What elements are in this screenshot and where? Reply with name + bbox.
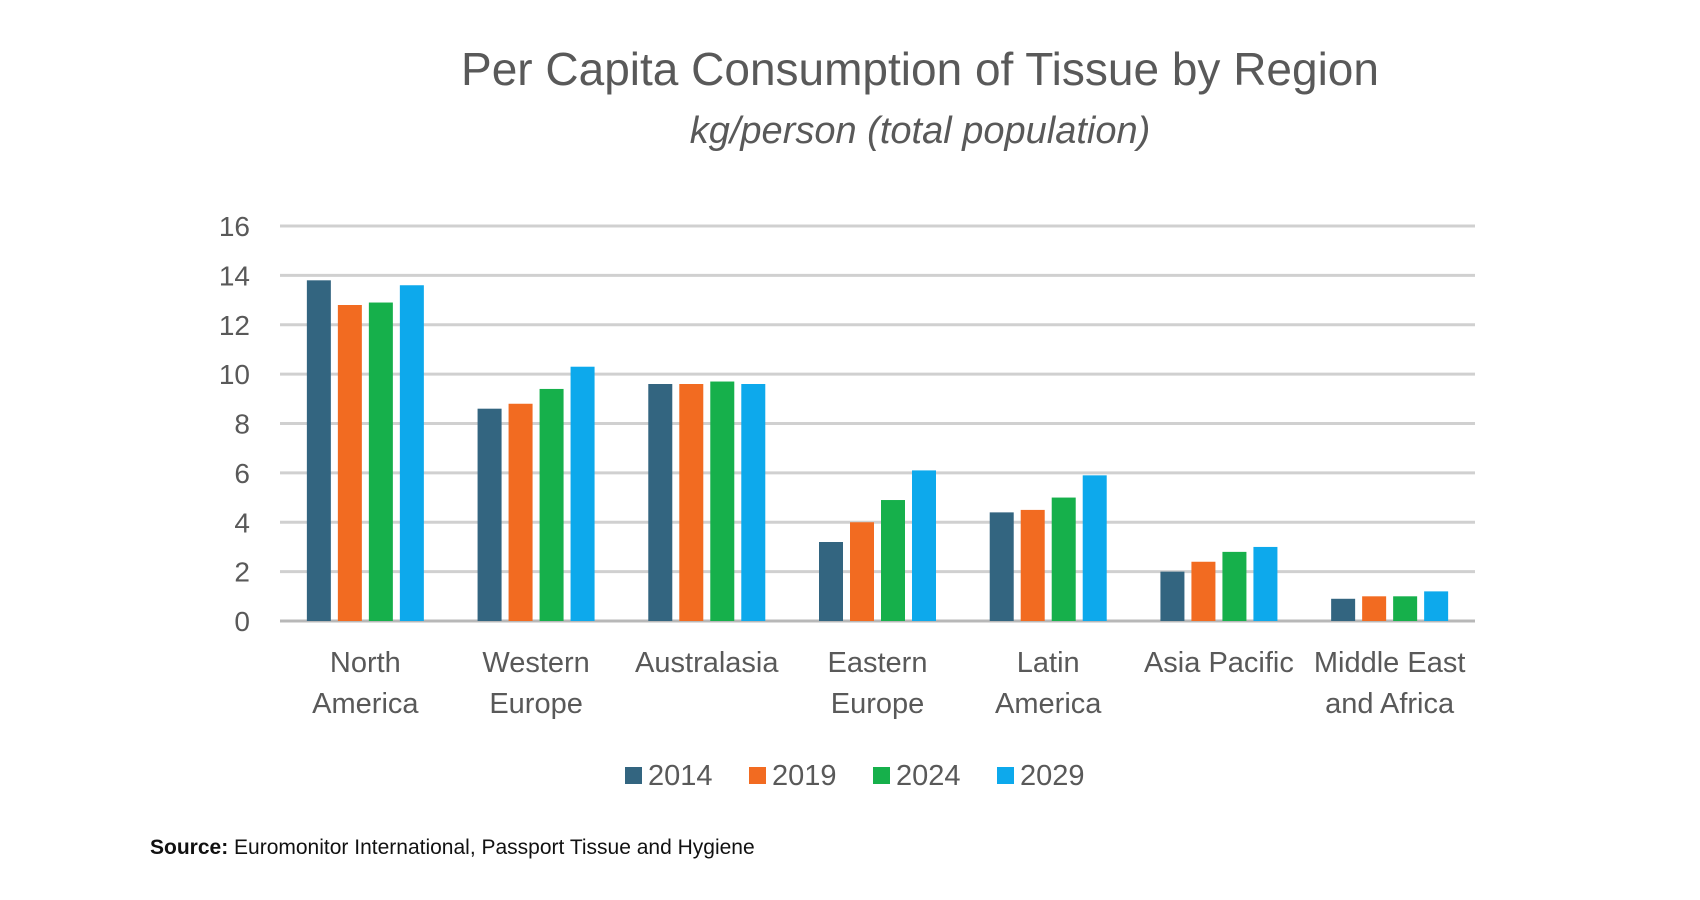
y-tick-label: 0 xyxy=(234,606,250,637)
legend-swatch xyxy=(749,767,766,784)
bar-2019 xyxy=(337,305,362,621)
bar-2014 xyxy=(1331,598,1356,621)
x-tick-label: Western Europe xyxy=(482,647,589,720)
y-tick-label: 6 xyxy=(234,458,250,489)
x-tick-label: Latin America xyxy=(995,647,1102,720)
bar-2019 xyxy=(1362,596,1387,621)
legend-swatch xyxy=(625,767,642,784)
bar-2014 xyxy=(648,384,673,621)
y-tick-label: 8 xyxy=(234,409,250,440)
legend-swatch xyxy=(873,767,890,784)
legend-label: 2029 xyxy=(1020,760,1085,792)
bar-2019 xyxy=(1191,561,1216,621)
bar-2014 xyxy=(1160,571,1185,621)
bar-2029 xyxy=(741,384,766,621)
x-tick-label: Eastern Europe xyxy=(828,647,928,720)
bar-2029 xyxy=(1424,591,1449,621)
bar-2029 xyxy=(1253,546,1278,621)
source-note: Source: Euromonitor International, Passp… xyxy=(150,836,755,860)
bar-2024 xyxy=(539,388,564,621)
chart-subtitle: kg/person (total population) xyxy=(689,110,1151,152)
y-tick-label: 12 xyxy=(219,310,250,341)
bar-2019 xyxy=(1020,509,1045,621)
y-tick-label: 10 xyxy=(219,359,250,390)
y-tick-label: 2 xyxy=(234,557,250,588)
y-tick-label: 16 xyxy=(219,211,250,242)
x-tick-label: Middle East and Africa xyxy=(1314,647,1466,720)
x-tick-label: North America xyxy=(312,647,419,720)
legend-label: 2024 xyxy=(896,760,961,792)
legend-label: 2014 xyxy=(648,760,713,792)
x-tick-label: Australasia xyxy=(635,647,779,679)
bar-2029 xyxy=(570,366,595,621)
source-text: Euromonitor International, Passport Tiss… xyxy=(234,836,755,859)
bar-2024 xyxy=(1393,596,1418,621)
bar-2014 xyxy=(819,542,843,621)
bar-2029 xyxy=(399,285,424,621)
bar-2024 xyxy=(368,302,393,621)
bar-2024 xyxy=(1222,551,1247,621)
legend-swatch xyxy=(997,767,1014,784)
x-tick-label: Asia Pacific xyxy=(1144,647,1294,679)
legend-label: 2019 xyxy=(772,760,837,792)
bar-2019 xyxy=(679,384,704,621)
bar-2024 xyxy=(881,500,905,621)
chart-title: Per Capita Consumption of Tissue by Regi… xyxy=(461,43,1379,95)
bar-2024 xyxy=(1051,497,1076,621)
bar-2029 xyxy=(912,470,936,621)
y-tick-label: 14 xyxy=(219,260,250,291)
bar-2019 xyxy=(850,522,874,621)
bar-2019 xyxy=(508,403,533,621)
bar-2024 xyxy=(710,381,735,621)
bar-2014 xyxy=(477,408,502,621)
y-tick-label: 4 xyxy=(234,507,250,538)
bar-2014 xyxy=(306,280,331,621)
bar-2014 xyxy=(989,512,1014,621)
source-label: Source: xyxy=(150,836,229,859)
bar-2029 xyxy=(1082,475,1107,621)
